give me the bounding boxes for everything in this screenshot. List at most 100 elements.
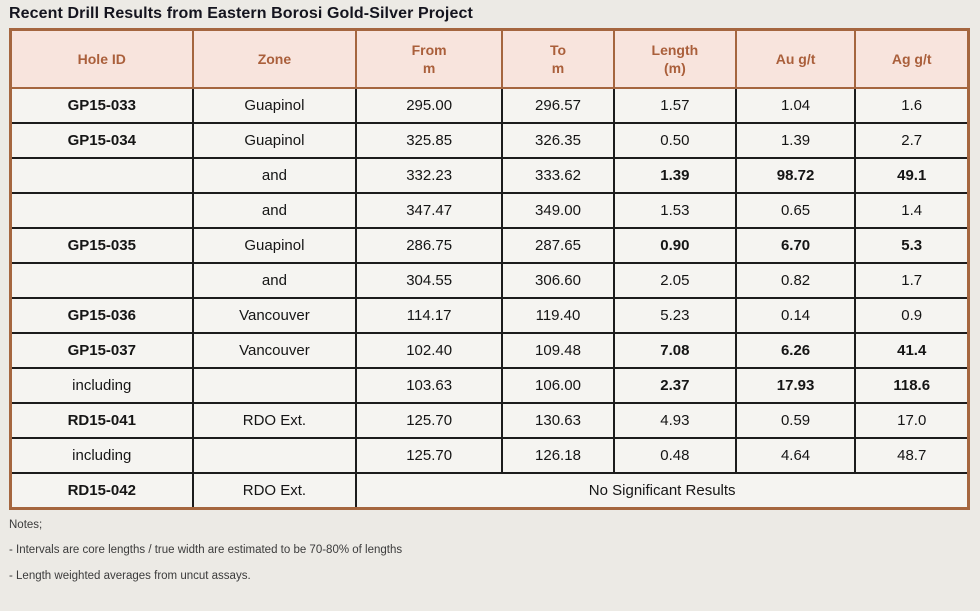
- cell-au: 0.82: [734, 262, 857, 299]
- cell-au: 98.72: [734, 157, 857, 194]
- column-header-from: From m: [355, 28, 503, 89]
- cell-length: 0.48: [613, 437, 737, 474]
- column-header-hole-id: Hole ID: [9, 28, 194, 89]
- column-header-ag: Ag g/t: [854, 28, 970, 89]
- cell-ag: 0.9: [854, 297, 970, 334]
- cell-hole-id: [9, 262, 194, 299]
- cell-zone: and: [191, 262, 358, 299]
- cell-hole-id: GP15-035: [9, 227, 194, 264]
- cell-length: 1.53: [613, 192, 737, 229]
- cell-au: 1.39: [734, 122, 857, 159]
- note-item: - Intervals are core lengths / true widt…: [9, 544, 403, 556]
- cell-from: 102.40: [355, 332, 503, 369]
- cell-au: 4.64: [734, 437, 857, 474]
- page: Recent Drill Results from Eastern Borosi…: [9, 5, 972, 582]
- cell-hole-id: RD15-041: [9, 402, 194, 439]
- cell-hole-id: GP15-033: [9, 87, 194, 124]
- cell-to: 106.00: [500, 367, 616, 404]
- cell-to: 296.57: [500, 87, 616, 124]
- notes-list: - Intervals are core lengths / true widt…: [9, 544, 972, 582]
- table-row: and 347.47 349.00 1.53 0.65 1.4: [9, 192, 970, 229]
- cell-zone: [191, 367, 358, 404]
- cell-from: 125.70: [355, 402, 503, 439]
- table-row: and 304.55 306.60 2.05 0.82 1.7: [9, 262, 970, 299]
- cell-zone: and: [191, 192, 358, 229]
- notes: Notes; - Intervals are core lengths / tr…: [9, 519, 972, 582]
- cell-length: 2.37: [613, 367, 737, 404]
- cell-from: 304.55: [355, 262, 503, 299]
- cell-hole-id: [9, 157, 194, 194]
- cell-to: 306.60: [500, 262, 616, 299]
- page-title: Recent Drill Results from Eastern Borosi…: [9, 5, 473, 22]
- notes-heading: Notes;: [9, 519, 43, 531]
- table-row: including 103.63 106.00 2.37 17.93 118.6: [9, 367, 970, 404]
- cell-from: 295.00: [355, 87, 503, 124]
- cell-length: 0.90: [613, 227, 737, 264]
- cell-from: 125.70: [355, 437, 503, 474]
- drill-results-table: Hole ID Zone From m To m Length (m) Au g/t Ag g/t…: [9, 28, 970, 510]
- cell-ag: 1.6: [854, 87, 970, 124]
- table-row: GP15-036 Vancouver 114.17 119.40 5.23 0.14 0.9: [9, 297, 970, 334]
- cell-length: 4.93: [613, 402, 737, 439]
- cell-hole-id: GP15-034: [9, 122, 194, 159]
- column-header-to: To m: [500, 28, 616, 89]
- table-head: Hole ID Zone From m To m Length (m) Au g/t Ag g/t: [9, 28, 970, 89]
- cell-ag: 5.3: [854, 227, 970, 264]
- cell-zone: RDO Ext.: [191, 402, 358, 439]
- cell-au: 0.59: [734, 402, 857, 439]
- cell-zone: and: [191, 157, 358, 194]
- cell-au: 6.70: [734, 227, 857, 264]
- table-header-row: Hole ID Zone From m To m Length (m) Au g/t Ag g/t: [9, 28, 970, 89]
- table-row: RD15-042 RDO Ext. No Significant Results: [9, 472, 970, 510]
- cell-to: 287.65: [500, 227, 616, 264]
- table-row: and 332.23 333.62 1.39 98.72 49.1: [9, 157, 970, 194]
- table-row: GP15-033 Guapinol 295.00 296.57 1.57 1.04 1.6: [9, 87, 970, 124]
- cell-from: 325.85: [355, 122, 503, 159]
- cell-length: 1.57: [613, 87, 737, 124]
- cell-zone: Guapinol: [191, 87, 358, 124]
- table-body: GP15-033 Guapinol 295.00 296.57 1.57 1.04 1.6 G…: [9, 87, 970, 510]
- cell-to: 333.62: [500, 157, 616, 194]
- cell-length: 5.23: [613, 297, 737, 334]
- cell-au: 6.26: [734, 332, 857, 369]
- cell-to: 326.35: [500, 122, 616, 159]
- cell-au: 1.04: [734, 87, 857, 124]
- cell-to: 349.00: [500, 192, 616, 229]
- cell-to: 126.18: [500, 437, 616, 474]
- table-row: GP15-034 Guapinol 325.85 326.35 0.50 1.39 2.7: [9, 122, 970, 159]
- cell-to: 119.40: [500, 297, 616, 334]
- cell-zone: Guapinol: [191, 122, 358, 159]
- table-row: GP15-037 Vancouver 102.40 109.48 7.08 6.26 41.…: [9, 332, 970, 369]
- cell-from: 332.23: [355, 157, 503, 194]
- cell-to: 130.63: [500, 402, 616, 439]
- cell-hole-id: RD15-042: [9, 472, 194, 510]
- cell-to: 109.48: [500, 332, 616, 369]
- cell-au: 0.14: [734, 297, 857, 334]
- cell-zone: Vancouver: [191, 332, 358, 369]
- cell-hole-id: [9, 192, 194, 229]
- table-row: including 125.70 126.18 0.48 4.64 48.7: [9, 437, 970, 474]
- cell-ag: 17.0: [854, 402, 970, 439]
- column-header-length: Length (m): [613, 28, 737, 89]
- cell-hole-id: including: [9, 437, 194, 474]
- cell-no-significant-results: No Significant Results: [355, 472, 970, 510]
- cell-length: 7.08: [613, 332, 737, 369]
- cell-from: 114.17: [355, 297, 503, 334]
- cell-ag: 1.4: [854, 192, 970, 229]
- cell-from: 286.75: [355, 227, 503, 264]
- cell-length: 2.05: [613, 262, 737, 299]
- cell-hole-id: GP15-037: [9, 332, 194, 369]
- cell-zone: Guapinol: [191, 227, 358, 264]
- column-header-zone: Zone: [191, 28, 358, 89]
- cell-hole-id: including: [9, 367, 194, 404]
- cell-ag: 2.7: [854, 122, 970, 159]
- cell-hole-id: GP15-036: [9, 297, 194, 334]
- cell-ag: 49.1: [854, 157, 970, 194]
- cell-length: 1.39: [613, 157, 737, 194]
- cell-from: 103.63: [355, 367, 503, 404]
- cell-zone: RDO Ext.: [191, 472, 358, 510]
- cell-ag: 1.7: [854, 262, 970, 299]
- cell-zone: [191, 437, 358, 474]
- cell-ag: 41.4: [854, 332, 970, 369]
- cell-ag: 118.6: [854, 367, 970, 404]
